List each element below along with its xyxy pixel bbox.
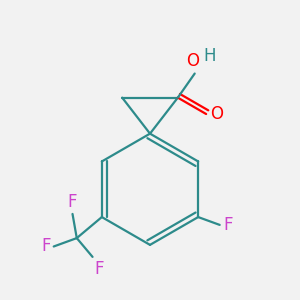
Text: O: O <box>210 105 224 123</box>
Text: O: O <box>187 52 200 70</box>
Text: H: H <box>203 47 215 65</box>
Text: F: F <box>68 193 77 211</box>
Text: F: F <box>223 216 232 234</box>
Text: F: F <box>42 238 51 256</box>
Text: F: F <box>94 260 104 278</box>
